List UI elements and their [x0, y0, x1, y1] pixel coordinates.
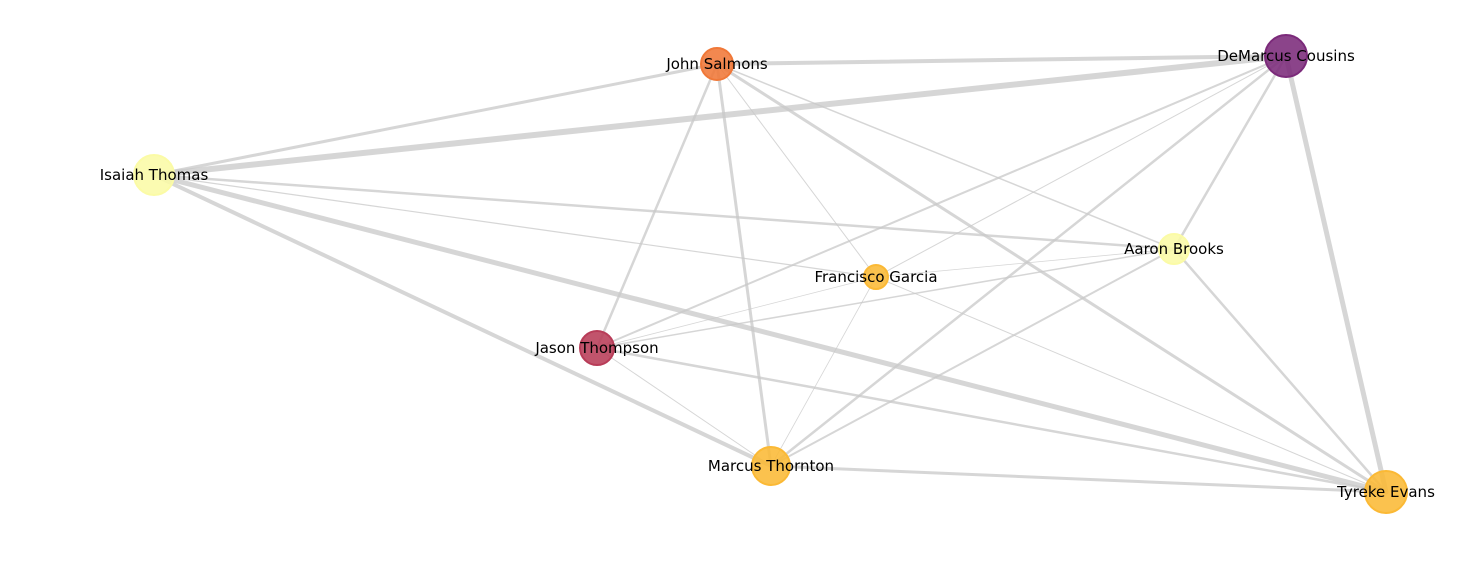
edge-john_salmons-jason_thompson [595, 62, 719, 350]
node-jason-thompson[interactable] [579, 330, 615, 366]
node-layer [133, 34, 1408, 514]
edge-layer [151, 53, 1389, 495]
edge-isaiah_thomas-demarcus_cousins [151, 53, 1289, 178]
edge-jason_thompson-aaron_brooks [596, 248, 1175, 349]
edge-aaron_brooks-marcus_thornton [770, 248, 1175, 467]
node-label-marcus-thornton: Marcus Thornton [708, 457, 834, 475]
node-francisco-garcia[interactable] [863, 264, 889, 290]
edge-marcus_thornton-tyreke_evans [769, 464, 1388, 494]
edge-jason_thompson-marcus_thornton [596, 347, 772, 467]
node-label-demarcus-cousins: DeMarcus Cousins [1217, 47, 1355, 65]
edge-francisco_garcia-tyreke_evans [875, 276, 1387, 493]
edge-francisco_garcia-demarcus_cousins [875, 55, 1287, 278]
edge-john_salmons-francisco_garcia [716, 63, 877, 278]
edge-francisco_garcia-marcus_thornton [770, 276, 877, 467]
edge-john_salmons-demarcus_cousins [715, 54, 1288, 66]
edge-jason_thompson-francisco_garcia [596, 276, 877, 349]
edge-isaiah_thomas-tyreke_evans [151, 172, 1389, 495]
label-layer: John Salmons DeMarcus Cousins Isaiah Thoma… [100, 47, 1435, 501]
edge-demarcus_cousins-tyreke_evans [1283, 53, 1389, 495]
edge-demarcus_cousins-marcus_thornton [769, 54, 1288, 468]
node-label-francisco-garcia: Francisco Garcia [814, 268, 937, 286]
node-isaiah-thomas[interactable] [133, 154, 175, 196]
edge-john_salmons-aaron_brooks [716, 63, 1175, 250]
node-john-salmons[interactable] [700, 47, 734, 81]
edge-john_salmons-marcus_thornton [715, 62, 773, 468]
edge-demarcus_cousins-jason_thompson [596, 55, 1287, 349]
edge-francisco_garcia-aaron_brooks [875, 248, 1175, 278]
edge-aaron_brooks-tyreke_evans [1172, 247, 1388, 494]
edge-isaiah_thomas-marcus_thornton [152, 173, 773, 468]
node-tyreke-evans[interactable] [1364, 470, 1408, 514]
node-aaron-brooks[interactable] [1158, 233, 1190, 265]
edge-john_salmons-tyreke_evans [715, 62, 1388, 494]
node-label-isaiah-thomas: Isaiah Thomas [100, 166, 209, 184]
edge-jason_thompson-tyreke_evans [595, 346, 1388, 494]
edge-isaiah_thomas-francisco_garcia [153, 174, 877, 278]
edge-demarcus_cousins-aaron_brooks [1172, 54, 1288, 251]
node-label-tyreke-evans: Tyreke Evans [1336, 483, 1435, 501]
edge-isaiah_thomas-aaron_brooks [152, 173, 1176, 251]
node-label-aaron-brooks: Aaron Brooks [1124, 240, 1224, 258]
node-demarcus-cousins[interactable] [1264, 34, 1308, 78]
node-label-jason-thompson: Jason Thompson [534, 339, 658, 357]
node-label-john-salmons: John Salmons [665, 55, 768, 73]
node-marcus-thornton[interactable] [751, 446, 791, 486]
edge-isaiah_thomas-john_salmons [152, 62, 719, 177]
